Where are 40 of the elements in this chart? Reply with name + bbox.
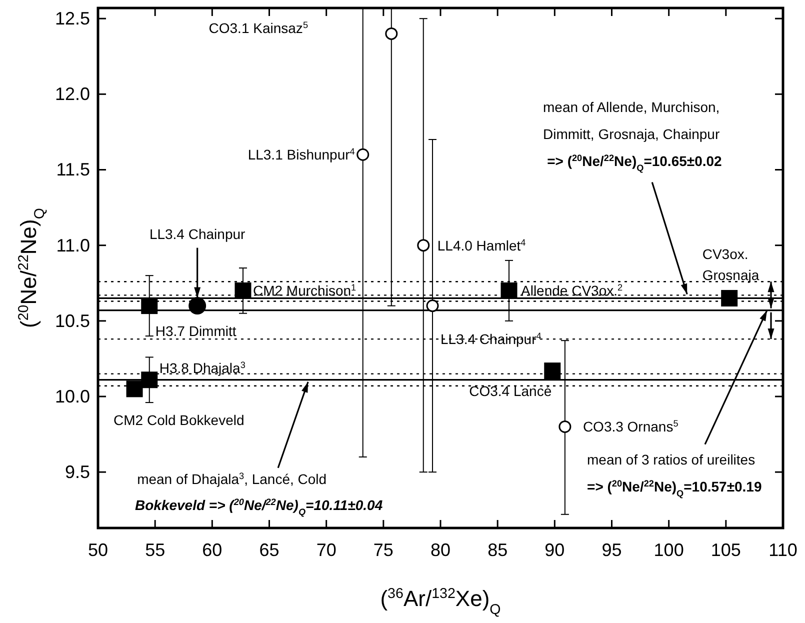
annotation: CV3ox. Grosnaja bbox=[702, 246, 760, 284]
annotation: CM2 Murchison$^{1}$ bbox=[252, 282, 356, 299]
annotation: H3.7 Dimmitt bbox=[155, 322, 236, 339]
x-tick-label: 75 bbox=[373, 540, 394, 560]
annotation: mean of Dhajala$^{3}$, Lancé, Cold bbox=[137, 470, 327, 487]
annotation: LL4.0 Hamlet$^{4}$ bbox=[437, 237, 526, 254]
x-tick-label: 85 bbox=[488, 540, 508, 560]
annotation: mean of Allende, Murchison, bbox=[543, 99, 720, 115]
y-tick-label: 11.0 bbox=[56, 235, 90, 256]
x-tick-label: 90 bbox=[544, 540, 565, 560]
annotation: CM2 Cold Bokkeveld bbox=[114, 412, 244, 428]
x-tick-label: 55 bbox=[145, 540, 166, 560]
annotation: CO3.3 Ornans$^{5}$ bbox=[582, 418, 678, 435]
x-tick-label: 50 bbox=[88, 540, 108, 560]
y-tick-label: 12.0 bbox=[54, 84, 90, 104]
y-tick-label: 9.5 bbox=[64, 462, 90, 482]
annotation: Dimmitt, Grosnaja, Chainpur bbox=[543, 126, 720, 142]
annotation: LL3.4 Chainpur$^{4}$ bbox=[440, 330, 542, 347]
annotation: Bokkeveld => ($^{20}$Ne/$^{22}$Ne)$_{Q}$=10.11±0.04 bbox=[135, 497, 383, 517]
y-tick-label: 10.5 bbox=[54, 310, 90, 331]
annotation: LL3.4 Chainpur bbox=[149, 226, 246, 242]
x-tick-label: 110 bbox=[768, 540, 798, 560]
annotation: H3.8 Dhajala$^{3}$ bbox=[159, 360, 246, 376]
x-tick-label: 95 bbox=[602, 540, 622, 560]
x-tick-label: 80 bbox=[430, 540, 451, 560]
x-tick-label: 60 bbox=[202, 540, 222, 560]
annotation: Allende CV3ox.$^{2}$ bbox=[521, 282, 623, 299]
annotation: LL3.1 Bishunpur$^{4}$ bbox=[248, 146, 355, 163]
y-tick-label: 12.5 bbox=[54, 8, 90, 29]
annotation: => ($^{20}$Ne/$^{22}$Ne)$_{Q}$=10.65±0.02 bbox=[547, 153, 722, 174]
y-tick-label: 10.0 bbox=[54, 386, 90, 406]
x-tick-label: 70 bbox=[316, 540, 336, 560]
x-tick-label: 65 bbox=[259, 540, 280, 560]
y-tick-label: 11.5 bbox=[56, 160, 90, 180]
x-tick-label: 105 bbox=[710, 540, 741, 560]
annotation: CO3.4 Lancé bbox=[469, 382, 552, 399]
x-tick-label: 100 bbox=[654, 540, 684, 560]
annotation: CO3.1 Kainsaz$^{5}$ bbox=[208, 20, 308, 36]
x-axis-title: ($^{36}$Ar/$^{132}$Xe)$_{Q}$ bbox=[380, 586, 501, 618]
annotation: mean of 3 ratios of ureilites => ($^{20}$Ne/$^{22}$Ne)$_{Q}$=10.57±0.19 bbox=[587, 451, 762, 498]
